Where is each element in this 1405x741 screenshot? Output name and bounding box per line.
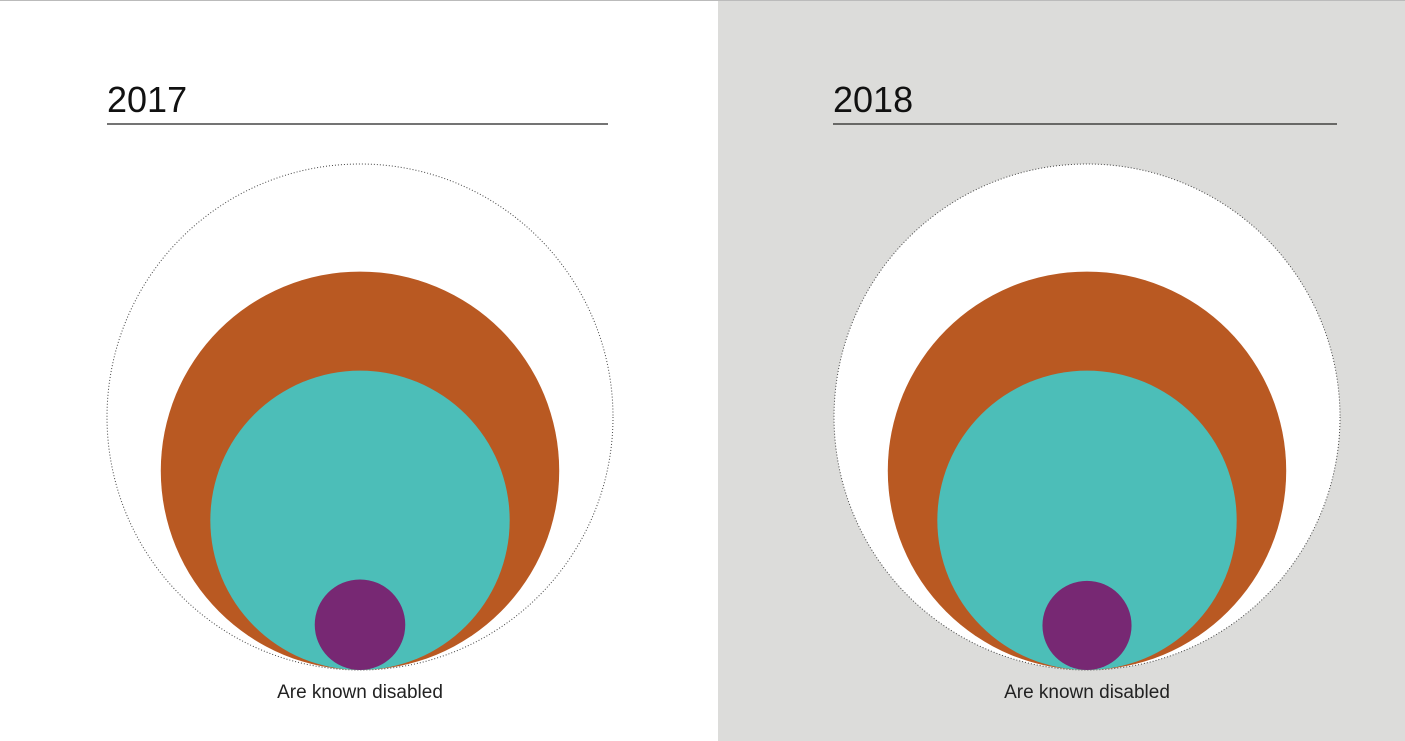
- circle-label: Are known disabled: [277, 682, 443, 703]
- circle-label: Are known disabled: [1004, 682, 1170, 703]
- panel-title: 2017: [107, 79, 187, 120]
- circle: [314, 579, 406, 671]
- panel-title: 2018: [833, 79, 913, 120]
- circle: [210, 370, 510, 670]
- circle: [937, 370, 1237, 670]
- circle: [1042, 580, 1132, 671]
